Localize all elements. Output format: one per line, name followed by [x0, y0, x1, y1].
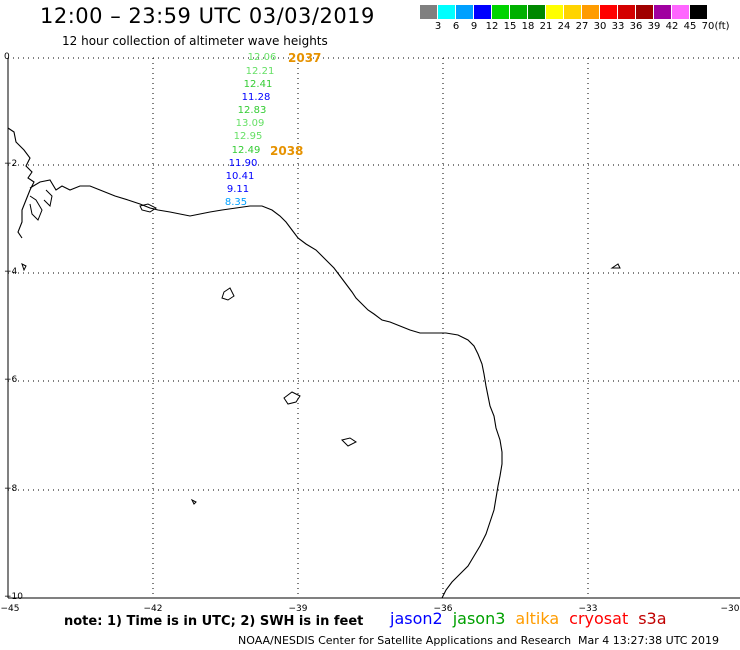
island-6 [610, 263, 621, 269]
scale-swatch [672, 5, 690, 19]
y-axis-label: −6 [4, 375, 18, 385]
scale-label: 42 [665, 21, 679, 32]
x-axis-label: −39 [288, 604, 308, 614]
scale-swatch [582, 5, 600, 19]
wave-height-reading: 11.28 [241, 92, 271, 103]
scale-swatch [528, 5, 546, 19]
scale-swatch [420, 5, 438, 19]
scale-swatch [438, 5, 456, 19]
island-1 [139, 203, 157, 213]
y-axis-label: −8 [4, 484, 18, 494]
scale-swatch [600, 5, 618, 19]
y-axis-label: −10 [4, 592, 23, 602]
wave-height-reading: 9.11 [226, 184, 250, 195]
legend-item-jason2: jason2 [390, 609, 443, 628]
scale-swatch [546, 5, 564, 19]
scale-label: 12 [485, 21, 499, 32]
scale-swatch [456, 5, 474, 19]
coastline [7, 127, 503, 599]
footer-credit: NOAA/NESDIS Center for Satellite Applica… [238, 634, 572, 647]
scale-swatch [492, 5, 510, 19]
satellite-legend: jason2 jason3 altika cryosat s3a [390, 609, 667, 628]
pass-id-label: 2037 [288, 51, 322, 65]
legend-item-jason3: jason3 [452, 609, 506, 628]
wave-height-reading: 12.83 [237, 105, 267, 116]
color-scale [420, 5, 708, 19]
wave-height-reading: 12.41 [243, 79, 273, 90]
wave-height-reading: 12.95 [233, 131, 263, 142]
wave-height-reading: 13.09 [235, 118, 265, 129]
y-axis-label: 0 [4, 52, 10, 62]
wave-height-reading: 12.06 [247, 52, 277, 63]
legend-item-cryosat: cryosat [569, 609, 629, 628]
scale-swatch [564, 5, 582, 19]
legend-item-s3a: s3a [638, 609, 667, 628]
scale-label: 18 [521, 21, 535, 32]
estuary-outline [29, 189, 53, 221]
scale-label: 36 [629, 21, 643, 32]
island-5 [21, 263, 27, 272]
x-axis-label: −30 [720, 604, 740, 614]
scale-label: 33 [611, 21, 625, 32]
wave-height-reading: 12.21 [245, 66, 275, 77]
wave-height-reading: 12.49 [231, 145, 261, 156]
x-axis-label: −45 [0, 604, 20, 614]
legend-item-altika: altika [515, 609, 560, 628]
scale-swatch [474, 5, 492, 19]
map-subtitle: 12 hour collection of altimeter wave hei… [62, 34, 328, 48]
scale-label: 45 [683, 21, 697, 32]
scale-label: 6 [452, 21, 460, 32]
island-3 [283, 391, 301, 405]
y-axis-label: −2 [4, 159, 18, 169]
scale-label: 3 [434, 21, 442, 32]
scale-label: 15 [503, 21, 517, 32]
scale-label: 70 [701, 21, 715, 32]
scale-swatch [636, 5, 654, 19]
x-axis-label: −36 [433, 604, 453, 614]
scale-label: 24 [557, 21, 571, 32]
island-7 [190, 498, 197, 505]
scale-swatch [510, 5, 528, 19]
y-axis-label: −4 [4, 267, 18, 277]
scale-label: 27 [575, 21, 589, 32]
scale-swatch [618, 5, 636, 19]
scale-swatch [654, 5, 672, 19]
wave-height-reading: 8.35 [224, 197, 248, 208]
x-axis-label: −42 [143, 604, 163, 614]
scale-label: 9 [470, 21, 478, 32]
scale-label: 21 [539, 21, 553, 32]
footer-timestamp: Mar 4 13:27:38 UTC 2019 [578, 634, 719, 647]
grid-lines [8, 57, 740, 598]
scale-swatch [690, 5, 708, 19]
island-2 [221, 287, 235, 301]
island-4 [341, 437, 357, 447]
scale-label: 39 [647, 21, 661, 32]
note-text: note: 1) Time is in UTC; 2) SWH is in fe… [64, 614, 364, 629]
wave-height-reading: 11.90 [228, 158, 258, 169]
x-axis-label: −33 [578, 604, 598, 614]
pass-id-label: 2038 [270, 144, 304, 158]
wave-height-reading: 10.41 [225, 171, 255, 182]
map-title: 12:00 – 23:59 UTC 03/03/2019 [40, 4, 375, 28]
scale-label: 30 [593, 21, 607, 32]
scale-unit: (ft) [714, 21, 730, 32]
